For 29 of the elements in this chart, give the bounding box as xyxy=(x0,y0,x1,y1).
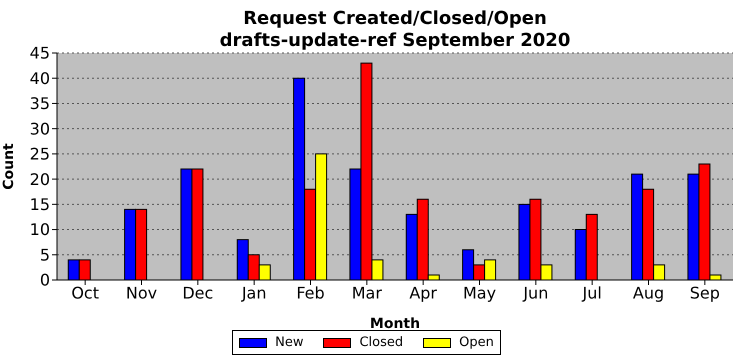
y-tick-label: 15 xyxy=(30,195,50,214)
x-tick-label: Sep xyxy=(690,283,720,302)
y-tick-label: 0 xyxy=(40,270,50,290)
chart-title: Request Created/Closed/Open xyxy=(242,8,548,30)
x-tick-label: Jun xyxy=(522,283,548,302)
y-tick-label: 10 xyxy=(30,220,50,240)
y-tick-label: 40 xyxy=(30,68,50,88)
y-tick-label: 35 xyxy=(30,94,50,114)
y-tick-label: 25 xyxy=(30,144,50,164)
y-tick-label: 5 xyxy=(40,245,50,264)
legend-label: Closed xyxy=(358,335,404,350)
legend-label: Open xyxy=(458,335,494,350)
y-axis-title: Count xyxy=(0,142,17,190)
x-axis-title: Month xyxy=(370,316,420,332)
legend-label: New xyxy=(274,335,304,350)
x-tick-label: Apr xyxy=(409,283,438,302)
y-tick-label: 45 xyxy=(30,44,50,63)
x-tick-label: Dec xyxy=(182,283,214,302)
x-tick-label: Jan xyxy=(240,283,267,302)
x-tick-label: Feb xyxy=(296,283,325,302)
x-tick-label: Nov xyxy=(126,283,158,302)
x-tick-label: Mar xyxy=(352,283,382,302)
y-tick-label: 20 xyxy=(30,170,50,189)
y-tick-label: 30 xyxy=(30,119,50,138)
x-tick-label: Aug xyxy=(632,283,664,302)
chart-subtitle: drafts-update-ref September 2020 xyxy=(218,30,572,52)
x-tick-label: Jul xyxy=(582,283,602,302)
x-tick-label: May xyxy=(462,283,496,302)
x-tick-label: Oct xyxy=(71,283,100,302)
